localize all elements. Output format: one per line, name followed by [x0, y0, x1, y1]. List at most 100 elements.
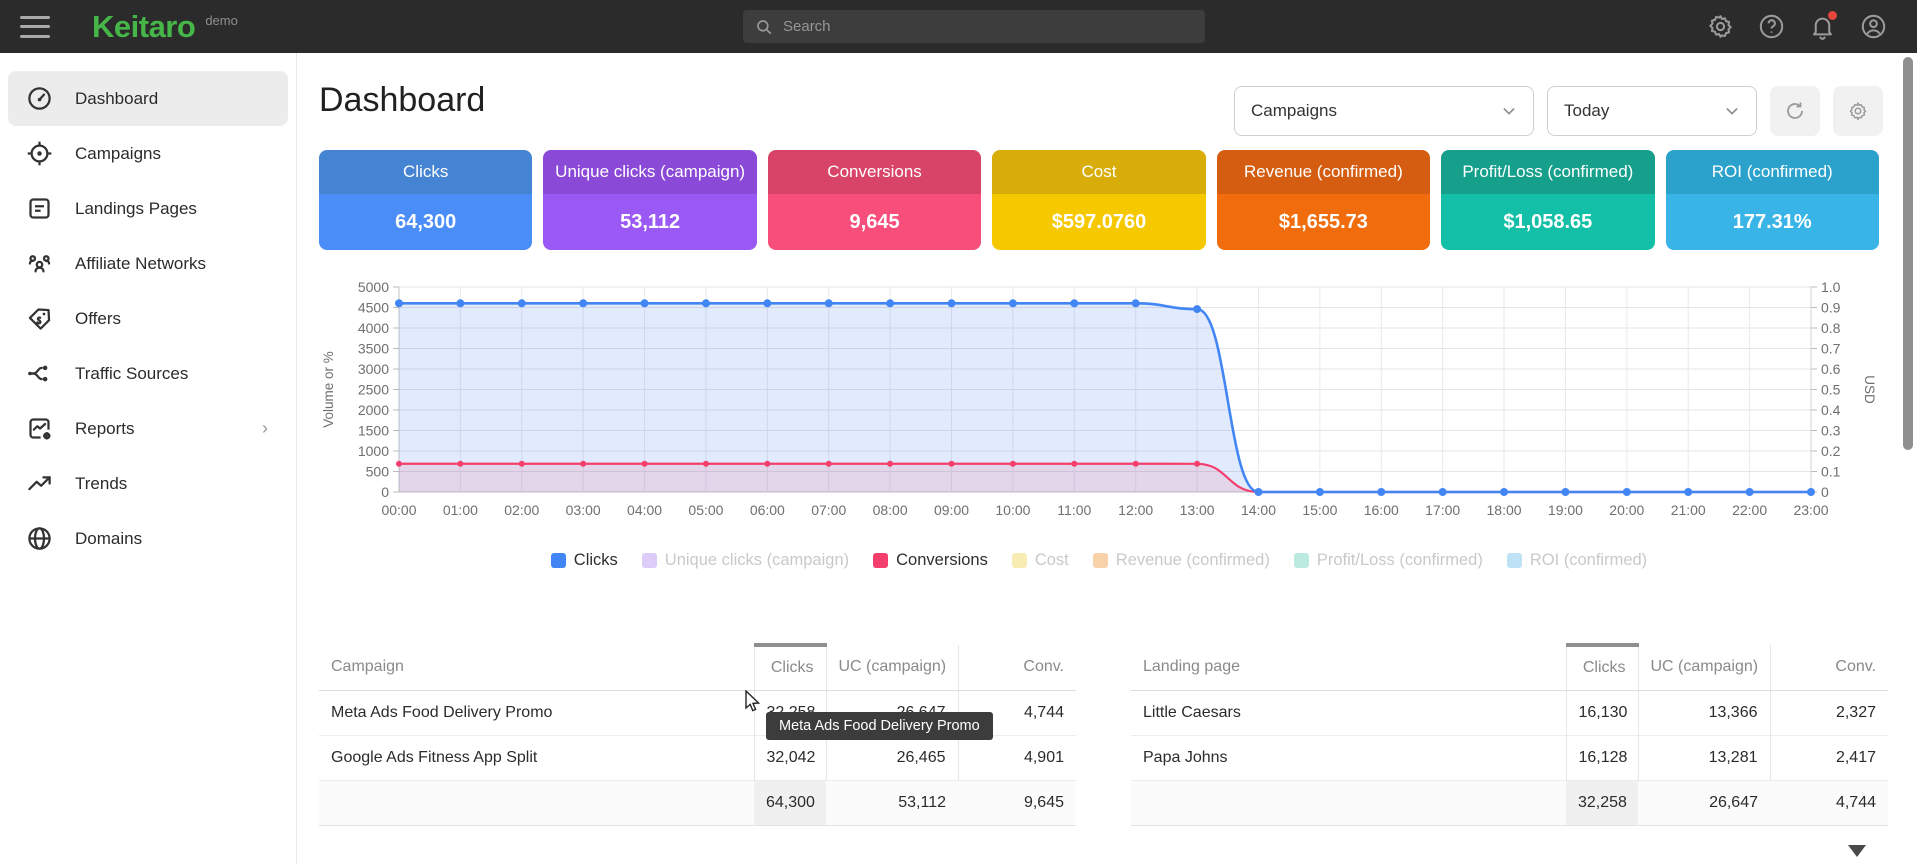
stat-card-roi-confirmed[interactable]: ROI (confirmed) 177.31% — [1666, 150, 1879, 250]
series-point — [1254, 488, 1262, 496]
column-header-conv[interactable]: Conv. — [958, 645, 1076, 690]
column-header-name[interactable]: Landing page — [1131, 645, 1566, 690]
sidebar-item-dashboard[interactable]: Dashboard — [8, 71, 288, 126]
svg-text:15:00: 15:00 — [1302, 502, 1337, 518]
table-row[interactable]: Little Caesars16,13013,3662,327 — [1131, 690, 1888, 735]
totals-clicks: 32,258 — [1566, 780, 1638, 825]
series-point — [457, 461, 463, 467]
sidebar-item-label: Affiliate Networks — [75, 254, 206, 274]
sidebar-item-affiliate-networks[interactable]: Affiliate Networks — [8, 236, 288, 291]
column-header-uc[interactable]: UC (campaign) — [1638, 645, 1770, 690]
series-point — [1623, 488, 1631, 496]
svg-text:10:00: 10:00 — [995, 502, 1030, 518]
gear-icon — [1847, 100, 1869, 122]
traffic-icon — [26, 360, 53, 387]
svg-text:1000: 1000 — [358, 443, 389, 459]
refresh-button[interactable] — [1770, 86, 1820, 136]
sidebar-item-label: Reports — [75, 419, 135, 439]
stat-card-unique-clicks-campaign[interactable]: Unique clicks (campaign) 53,112 — [543, 150, 756, 250]
stat-card-label: Conversions — [768, 150, 981, 194]
legend-item-cost[interactable]: Cost — [1012, 551, 1069, 570]
svg-text:3000: 3000 — [358, 361, 389, 377]
legend-item-conversions[interactable]: Conversions — [873, 551, 988, 570]
row-name: Papa Johns — [1131, 735, 1566, 780]
table-row[interactable]: Papa Johns16,12813,2812,417 — [1131, 735, 1888, 780]
help-icon[interactable] — [1758, 13, 1785, 40]
series-point — [1807, 488, 1815, 496]
legend-item-roi-confirmed[interactable]: ROI (confirmed) — [1507, 551, 1647, 570]
series-point — [703, 461, 709, 467]
search-input[interactable] — [783, 18, 1163, 35]
svg-text:00:00: 00:00 — [381, 502, 416, 518]
legend-item-unique-clicks-campaign[interactable]: Unique clicks (campaign) — [642, 551, 849, 570]
series-point — [825, 299, 833, 307]
table-row[interactable]: Google Ads Fitness App Split32,04226,465… — [319, 735, 1076, 780]
sidebar-item-reports[interactable]: Reports› — [8, 401, 288, 456]
column-header-conv[interactable]: Conv. — [1770, 645, 1888, 690]
page-scrollbar[interactable] — [1903, 57, 1913, 450]
dashboard-settings-button[interactable] — [1833, 86, 1883, 136]
app-logo[interactable]: Keitaro — [92, 9, 195, 45]
date-range-select[interactable]: Today — [1547, 86, 1757, 136]
series-point — [1009, 299, 1017, 307]
row-uc: 13,366 — [1638, 690, 1770, 735]
sidebar-item-domains[interactable]: Domains — [8, 511, 288, 566]
svg-text:04:00: 04:00 — [627, 502, 662, 518]
settings-icon[interactable] — [1707, 13, 1734, 40]
svg-text:5000: 5000 — [358, 281, 389, 295]
sidebar-item-traffic-sources[interactable]: Traffic Sources — [8, 346, 288, 401]
domains-icon — [26, 525, 53, 552]
stat-card-label: Unique clicks (campaign) — [543, 150, 756, 194]
column-header-name[interactable]: Campaign — [319, 645, 754, 690]
stat-card-label: Cost — [992, 150, 1205, 194]
menu-toggle-icon[interactable] — [20, 16, 50, 38]
stat-card-cost[interactable]: Cost $597.0760 — [992, 150, 1205, 250]
sidebar-item-label: Trends — [75, 474, 127, 494]
column-header-clicks[interactable]: Clicks — [754, 645, 826, 690]
stat-card-value: $1,058.65 — [1441, 194, 1654, 250]
legend-label: Revenue (confirmed) — [1116, 551, 1270, 570]
search-icon — [755, 18, 773, 36]
sidebar-item-trends[interactable]: Trends — [8, 456, 288, 511]
stat-card-profit-loss-confirmed[interactable]: Profit/Loss (confirmed) $1,058.65 — [1441, 150, 1654, 250]
legend-swatch — [551, 553, 566, 568]
chevron-down-icon — [1724, 103, 1740, 119]
series-point — [396, 461, 402, 467]
stat-card-clicks[interactable]: Clicks 64,300 — [319, 150, 532, 250]
svg-text:4000: 4000 — [358, 320, 389, 336]
row-conv: 2,417 — [1770, 735, 1888, 780]
data-table: Landing pageClicksUC (campaign)Conv.Litt… — [1131, 643, 1888, 825]
landing-pages-table-panel: Landing pageClicksUC (campaign)Conv.Litt… — [1131, 643, 1888, 826]
svg-text:USD: USD — [1862, 375, 1877, 404]
svg-text:0.5: 0.5 — [1821, 382, 1841, 398]
main-content: Dashboard Campaigns Today Clicks 64,300U… — [298, 53, 1917, 864]
column-header-uc[interactable]: UC (campaign) — [826, 645, 958, 690]
svg-text:22:00: 22:00 — [1732, 502, 1767, 518]
stat-card-label: Profit/Loss (confirmed) — [1441, 150, 1654, 194]
svg-text:03:00: 03:00 — [566, 502, 601, 518]
sidebar-item-campaigns[interactable]: Campaigns — [8, 126, 288, 181]
legend-item-profit-loss-confirmed[interactable]: Profit/Loss (confirmed) — [1294, 551, 1483, 570]
svg-text:500: 500 — [366, 464, 390, 480]
svg-text:0.3: 0.3 — [1821, 423, 1841, 439]
notifications-icon[interactable] — [1809, 13, 1836, 40]
column-header-clicks[interactable]: Clicks — [1566, 645, 1638, 690]
stat-card-conversions[interactable]: Conversions 9,645 — [768, 150, 981, 250]
sidebar-item-landings-pages[interactable]: Landings Pages — [8, 181, 288, 236]
dashboard-chart: 0500100015002000250030003500400045005000… — [319, 281, 1879, 531]
series-point — [1500, 488, 1508, 496]
legend-label: Unique clicks (campaign) — [665, 551, 849, 570]
date-range-value: Today — [1564, 101, 1609, 121]
topbar-icons — [1707, 0, 1917, 53]
sidebar-item-offers[interactable]: Offers — [8, 291, 288, 346]
dashboard-controls: Campaigns Today — [1234, 86, 1883, 136]
svg-text:23:00: 23:00 — [1793, 502, 1828, 518]
stat-card-revenue-confirmed[interactable]: Revenue (confirmed) $1,655.73 — [1217, 150, 1430, 250]
totals-clicks: 64,300 — [754, 780, 826, 825]
account-icon[interactable] — [1860, 13, 1887, 40]
global-search[interactable] — [743, 10, 1205, 43]
legend-item-revenue-confirmed[interactable]: Revenue (confirmed) — [1093, 551, 1270, 570]
campaign-filter-select[interactable]: Campaigns — [1234, 86, 1534, 136]
legend-item-clicks[interactable]: Clicks — [551, 551, 618, 570]
sidebar-item-label: Traffic Sources — [75, 364, 188, 384]
